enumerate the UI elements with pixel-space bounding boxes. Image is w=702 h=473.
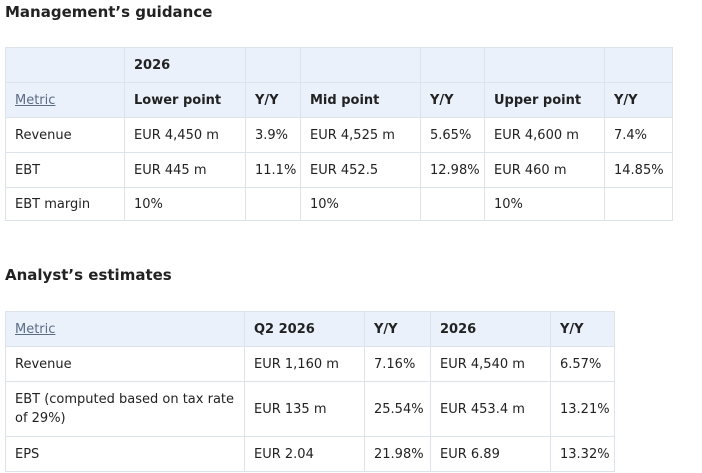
table-cell: 12.98% xyxy=(420,152,485,188)
header-cell: Mid point xyxy=(300,82,421,118)
table-row: EPS EUR 2.04 21.98% EUR 6.89 13.32% xyxy=(5,436,615,472)
table-cell: 5.65% xyxy=(420,117,485,153)
header-cell: Q2 2026 xyxy=(244,311,365,347)
header-cell xyxy=(484,47,605,83)
table-cell: 10% xyxy=(484,187,605,221)
table-cell: 6.57% xyxy=(550,346,615,382)
table-cell: EUR 1,160 m xyxy=(244,346,365,382)
header-cell xyxy=(245,47,301,83)
table-cell: EUR 445 m xyxy=(124,152,246,188)
table-cell: 7.4% xyxy=(604,117,673,153)
header-row: Metric Q2 2026 Y/Y 2026 Y/Y xyxy=(5,311,615,347)
header-cell: Y/Y xyxy=(364,311,431,347)
table-cell: EUR 452.5 xyxy=(300,152,421,188)
header-cell: Y/Y xyxy=(420,82,485,118)
table-cell: EUR 4,525 m xyxy=(300,117,421,153)
header-cell: Y/Y xyxy=(550,311,615,347)
table-cell: 11.1% xyxy=(245,152,301,188)
table-cell: EUR 453.4 m xyxy=(430,381,551,437)
header-cell: Upper point xyxy=(484,82,605,118)
table-cell xyxy=(245,187,301,221)
header-cell xyxy=(420,47,485,83)
header-row: Metric Lower point Y/Y Mid point Y/Y Upper po… xyxy=(5,82,673,118)
header-cell: 2026 xyxy=(430,311,551,347)
table-cell: EPS xyxy=(5,436,245,472)
table-cell: 14.85% xyxy=(604,152,673,188)
table-cell: EBT xyxy=(5,152,125,188)
table-cell: 21.98% xyxy=(364,436,431,472)
table-cell: EBT margin xyxy=(5,187,125,221)
estimates-table: Metric Q2 2026 Y/Y 2026 Y/Y Revenue EUR 1,160 … xyxy=(5,311,615,472)
table-row: Revenue EUR 1,160 m 7.16% EUR 4,540 m 6.57% xyxy=(5,346,615,382)
table-cell xyxy=(604,187,673,221)
guidance-table: 2026 Metric Lower point Y/Y Mid point Y/Y Uppe… xyxy=(5,47,673,221)
table-row: EBT (computed based on tax rate of 29%) E… xyxy=(5,381,615,437)
table-row: Revenue EUR 4,450 m 3.9% EUR 4,525 m 5.65% EU… xyxy=(5,117,673,153)
table-cell: EBT (computed based on tax rate of 29%) xyxy=(5,381,245,437)
header-cell: Y/Y xyxy=(604,82,673,118)
table-cell: EUR 135 m xyxy=(244,381,365,437)
table-cell: EUR 6.89 xyxy=(430,436,551,472)
table-cell xyxy=(420,187,485,221)
table-cell: Revenue xyxy=(5,117,125,153)
header-group-row: 2026 xyxy=(5,47,673,83)
section-title: Management’s guidance xyxy=(5,3,213,21)
header-cell xyxy=(604,47,673,83)
header-cell: Metric xyxy=(5,82,125,118)
header-cell xyxy=(300,47,421,83)
table-cell: EUR 460 m xyxy=(484,152,605,188)
table-cell: 10% xyxy=(300,187,421,221)
table-cell: EUR 4,600 m xyxy=(484,117,605,153)
header-cell: 2026 xyxy=(124,47,246,83)
section-title: Analyst’s estimates xyxy=(5,266,172,284)
header-cell: Metric xyxy=(5,311,245,347)
table-row: EBT EUR 445 m 11.1% EUR 452.5 12.98% EUR 460 … xyxy=(5,152,673,188)
table-cell: EUR 4,450 m xyxy=(124,117,246,153)
table-cell: EUR 2.04 xyxy=(244,436,365,472)
table-cell: 13.21% xyxy=(550,381,615,437)
table-cell: 3.9% xyxy=(245,117,301,153)
header-cell: Lower point xyxy=(124,82,246,118)
table-cell: 25.54% xyxy=(364,381,431,437)
table-row: EBT margin 10% 10% 10% xyxy=(5,187,673,221)
table-cell: 7.16% xyxy=(364,346,431,382)
table-cell: 13.32% xyxy=(550,436,615,472)
header-cell: Y/Y xyxy=(245,82,301,118)
header-cell xyxy=(5,47,125,83)
table-cell: 10% xyxy=(124,187,246,221)
table-cell: Revenue xyxy=(5,346,245,382)
table-cell: EUR 4,540 m xyxy=(430,346,551,382)
